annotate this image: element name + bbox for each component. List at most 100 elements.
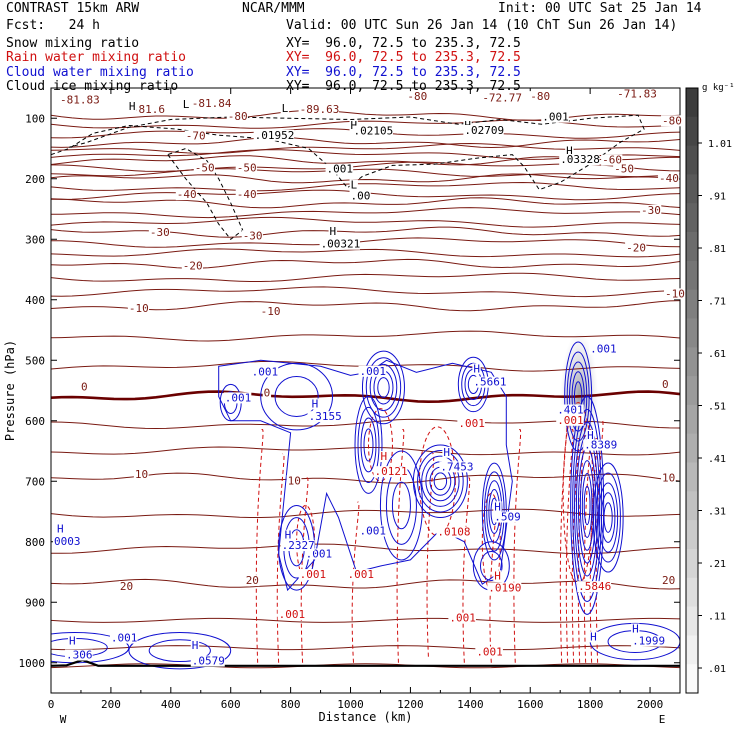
snow-label: H [566,145,573,158]
cloud-water-label-bg [586,429,595,441]
rain-label: .001 [557,414,584,427]
isotherm-label-bg [127,302,150,314]
cloud-water-label: .401 [557,403,584,416]
cloud-water-label: .001 [225,391,252,404]
isotherm-label: -10 [665,287,685,300]
colorbar-band [686,318,698,348]
cloud-water-label: .306 [66,649,93,662]
isotherm-minor [51,330,680,342]
colorbar-tick-label: .51 [708,402,726,413]
rain-label-bg [436,526,471,538]
snow-label: .03328 [560,153,600,166]
rain-label-bg [457,417,485,429]
cloud-water-label-bg [280,540,315,552]
cloud-water-contour [581,472,593,538]
cloud-water-contour [603,502,613,533]
isotherm-label: -81.83 [60,94,100,107]
isotherm-label-bg [262,387,272,399]
isotherm-minor [51,663,680,669]
colorbar-band [686,606,698,636]
colorbar-band [686,116,698,147]
colorbar-band [686,664,698,694]
cloud-water-label: .001 [111,632,137,645]
cloud-water-contour [598,482,619,553]
east-label: E [659,713,666,726]
isotherm-minor [51,216,680,228]
isotherm-0 [51,390,680,404]
snow-label-bg [559,154,600,166]
snow-label: .02709 [464,124,504,137]
x-tick-label: 800 [281,698,301,711]
snow-label-bg [349,190,371,202]
snow-label-bg [127,100,137,112]
cloud-water-label: 0003 [54,535,81,548]
init-time: Init: 00 UTC Sat 25 Jan 14 [498,1,702,16]
cloud-water-label: .001 [360,524,387,537]
cloud-water-label-bg [631,635,666,647]
cloud-water-label-bg [589,631,598,643]
cloud-water-contour [365,357,402,418]
cloud-water-contour [361,350,405,425]
cloud-water-contour [480,550,503,581]
isotherm-minor [51,543,680,555]
colorbar-tick-label: .01 [708,664,726,675]
colorbar-band [686,88,698,118]
isotherm-label: -40 [177,188,197,201]
cloud-water-label-bg [472,363,481,375]
cloud-water-label-bg [583,439,618,451]
rain-contour [367,408,393,482]
cloud-water-label-bg [307,411,342,423]
rain-label: .001 [449,612,476,625]
isotherm--30 [51,226,680,238]
cloud-water-label-bg [310,398,319,410]
rain-label: H [380,450,387,463]
cloud-water-label: .3155 [309,410,342,423]
isotherm-label: -20 [626,241,646,254]
snow-label: L [351,178,358,191]
cloud-water-label-bg [442,446,451,458]
isotherm-label: -70 [186,129,206,142]
snow-label-bg [349,179,358,191]
cloud-water-label: .1999 [632,635,665,648]
cloud-water-contour [421,455,460,507]
cloud-water-label: H [494,500,501,513]
colorbar-tick-label: .71 [708,297,726,308]
colorbar-band [686,376,698,406]
ground-surface [51,658,680,667]
isotherm-label: -10 [129,302,149,315]
colorbar-tick-label: .81 [708,244,726,255]
field-snow-name: Snow mixing ratio [6,36,140,51]
rain-contour [489,501,498,663]
rain-contour [426,453,435,657]
rain-label-bg [277,608,306,620]
isotherm--70 [51,136,680,149]
rain-label: .001 [348,568,375,581]
cloud-water-label: .7453 [440,460,473,473]
isotherm-label: 0 [264,387,271,400]
field-cloud-ice-xy: XY= 96.0, 72.5 to 235.3, 72.5 [286,79,521,94]
isotherm-label-bg [58,94,100,106]
colorbar-tick-label: 1.01 [708,139,732,150]
isotherm-label: 20 [120,580,133,593]
isotherm-label: 20 [246,574,259,587]
isotherm--10 [51,300,680,312]
y-tick-label: 200 [25,173,45,186]
rain-label-bg [448,612,476,624]
colorbar-tick-label: .21 [708,559,726,570]
x-axis-title: Distance (km) [319,710,413,724]
x-tick-label: 600 [221,698,241,711]
colorbar: 1.01 .91 .81 .71 .61 .51 .41 .31 .21 .11 .01 g kg⁻¹ [685,83,735,694]
colorbar-band [686,462,698,492]
snow-label-bg [463,124,504,136]
cloud-water-label: H [473,362,480,375]
contour-labels: -81.83 -81.6 -81.84 -89.63 -72.77 -71.83 -80 -8… [52,88,686,668]
cloud-water-label-bg [439,461,474,473]
isotherm--80 [51,109,680,121]
snow-label-bg [328,226,337,238]
colorbar-band [686,174,698,204]
isotherm-label-bg [244,575,260,587]
cloud-water-label: H [443,446,450,459]
snow-label-bg [319,238,360,250]
snow-label: .00 [351,189,371,202]
isotherm-label-bg [190,97,232,109]
